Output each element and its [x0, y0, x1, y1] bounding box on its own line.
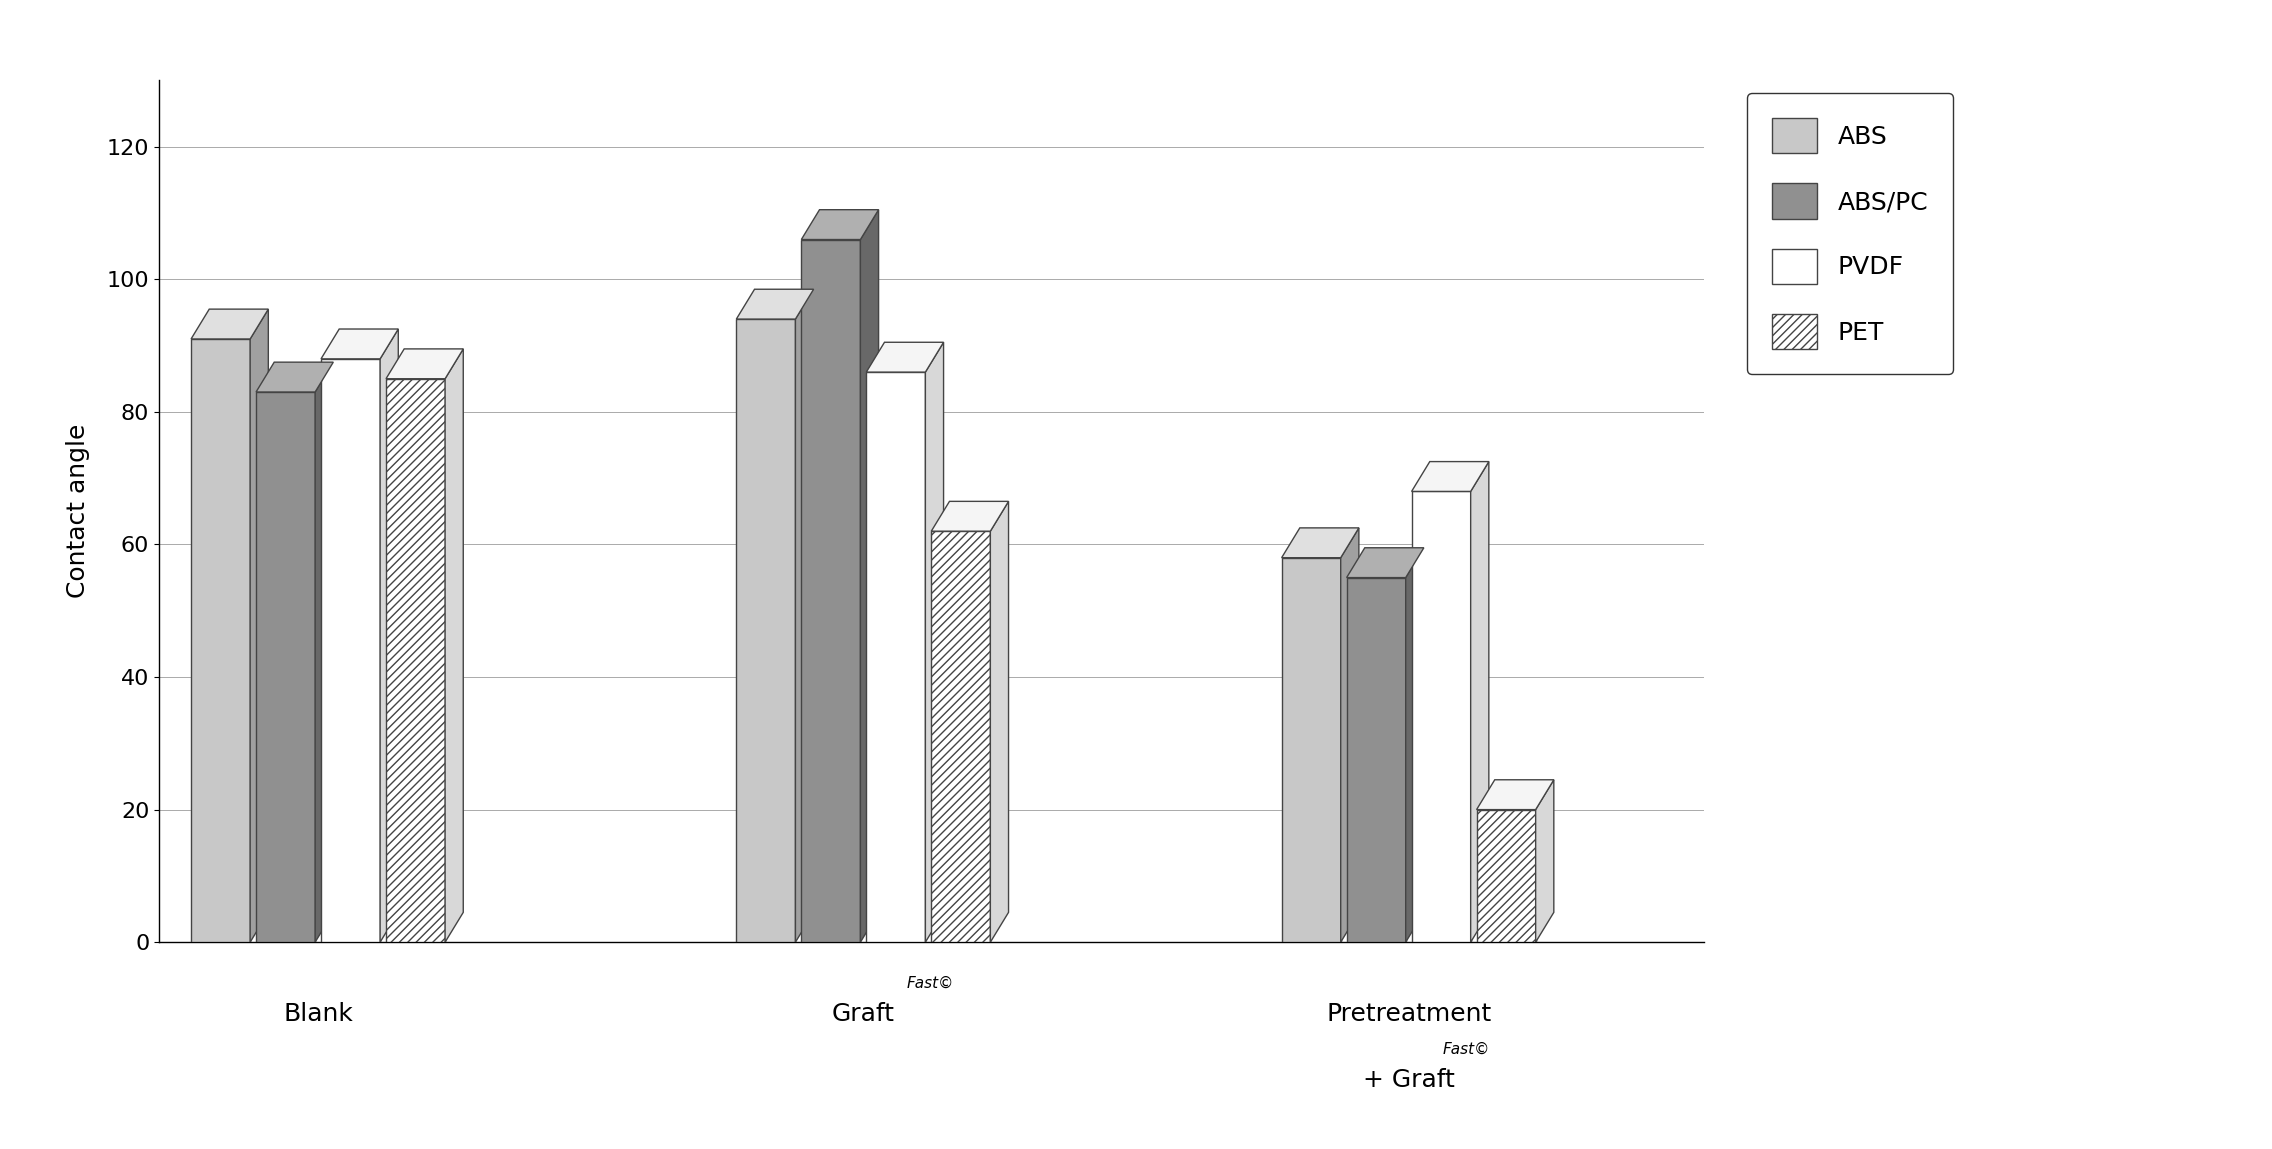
- Polygon shape: [866, 372, 925, 942]
- Polygon shape: [320, 329, 398, 358]
- Text: Fast©: Fast©: [907, 976, 954, 990]
- Polygon shape: [866, 342, 943, 372]
- Polygon shape: [1477, 810, 1536, 942]
- Polygon shape: [1281, 527, 1359, 557]
- Polygon shape: [445, 349, 463, 942]
- Polygon shape: [386, 379, 445, 942]
- Polygon shape: [320, 358, 379, 942]
- Polygon shape: [802, 239, 861, 942]
- Polygon shape: [795, 290, 813, 942]
- Polygon shape: [802, 210, 879, 239]
- Legend: ABS, ABS/PC, PVDF, PET: ABS, ABS/PC, PVDF, PET: [1747, 93, 1954, 375]
- Polygon shape: [1477, 780, 1554, 810]
- Polygon shape: [736, 319, 795, 942]
- Polygon shape: [379, 329, 398, 942]
- Polygon shape: [257, 392, 316, 942]
- Polygon shape: [932, 531, 991, 942]
- Polygon shape: [1411, 462, 1488, 492]
- Polygon shape: [991, 501, 1009, 942]
- Text: Graft: Graft: [832, 1002, 895, 1026]
- Polygon shape: [1406, 548, 1425, 942]
- Y-axis label: Contact angle: Contact angle: [66, 424, 91, 599]
- Polygon shape: [257, 362, 334, 392]
- Polygon shape: [1411, 492, 1470, 942]
- Text: Pretreatment: Pretreatment: [1327, 1002, 1490, 1026]
- Polygon shape: [191, 339, 250, 942]
- Text: Blank: Blank: [284, 1002, 352, 1026]
- Polygon shape: [1347, 548, 1425, 578]
- Polygon shape: [250, 309, 268, 942]
- Polygon shape: [736, 290, 813, 319]
- Polygon shape: [932, 501, 1009, 531]
- Polygon shape: [861, 210, 879, 942]
- Polygon shape: [1281, 557, 1340, 942]
- Polygon shape: [191, 309, 268, 339]
- Polygon shape: [1340, 527, 1359, 942]
- Polygon shape: [386, 349, 463, 379]
- Polygon shape: [316, 362, 334, 942]
- Polygon shape: [925, 342, 943, 942]
- Text: Fast©: Fast©: [1443, 1042, 1490, 1057]
- Text: + Graft: + Graft: [1363, 1069, 1454, 1093]
- Polygon shape: [1347, 578, 1406, 942]
- Polygon shape: [1536, 780, 1554, 942]
- Polygon shape: [1470, 462, 1488, 942]
